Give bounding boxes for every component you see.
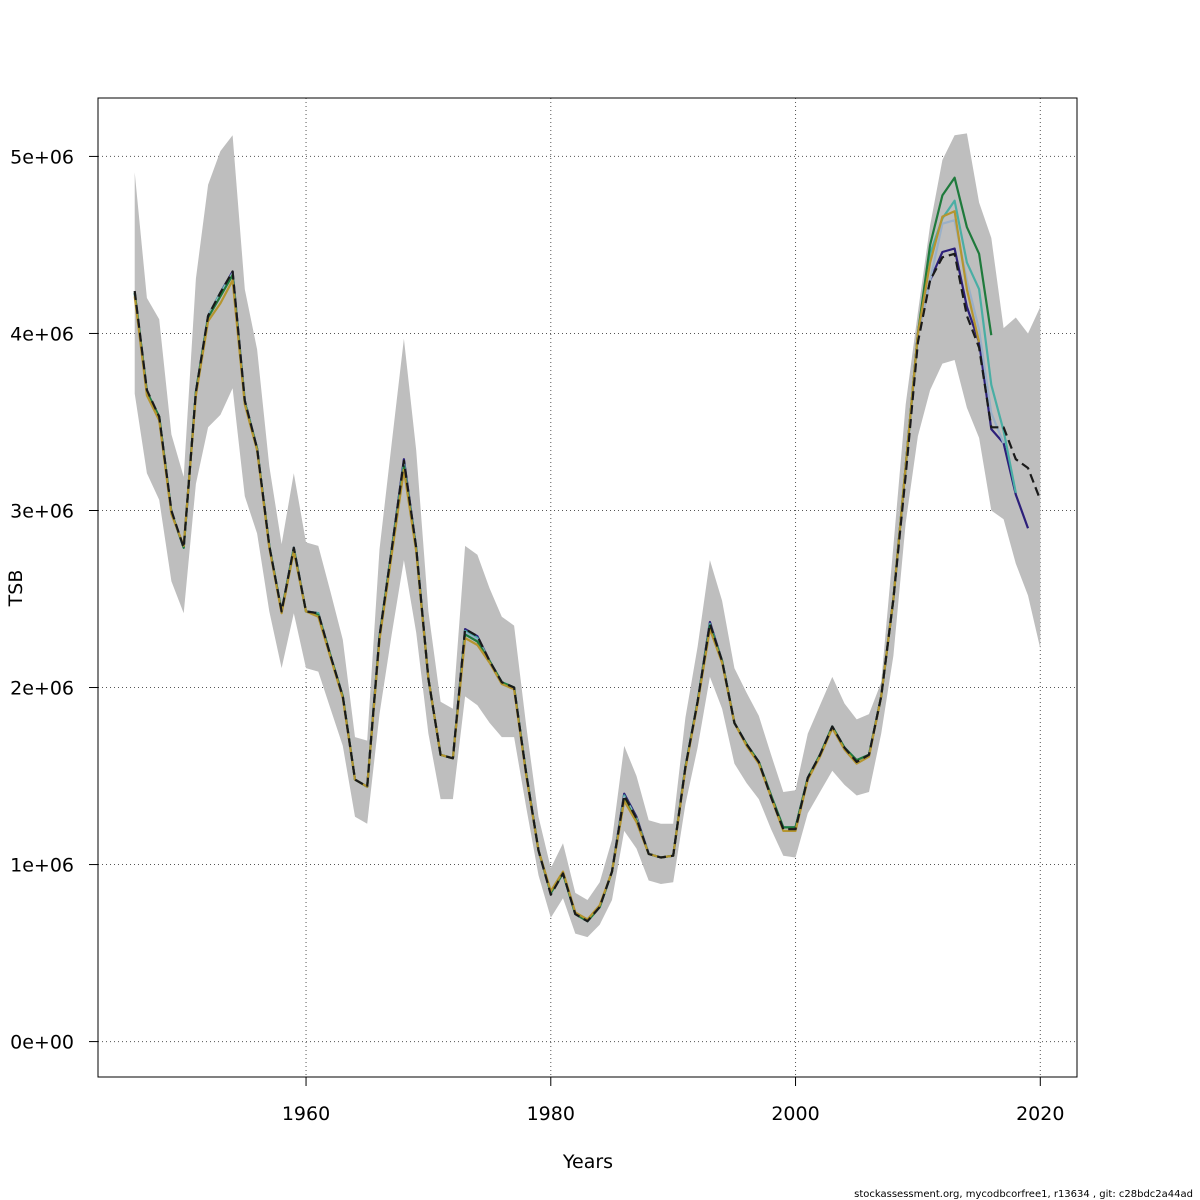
x-tick-label: 2000 (771, 1103, 819, 1125)
footer-text: stockassessment.org, mycodbcorfree1, r13… (854, 1189, 1193, 1200)
y-tick-label: 4e+06 (10, 323, 74, 345)
series-lines (133, 176, 1042, 923)
x-tick-label: 1980 (527, 1103, 575, 1125)
series-line-0 (133, 252, 1042, 923)
axes: 1960 1980 2000 2020 0e+00 1e+06 2e+06 3e+06 4e+0… (10, 146, 1064, 1125)
y-tick-label: 3e+06 (10, 500, 74, 522)
confidence-band (134, 133, 1041, 938)
y-tick-label: 0e+00 (10, 1032, 74, 1054)
y-axis-title: TSB (5, 570, 27, 608)
x-tick-label: 2020 (1016, 1103, 1064, 1125)
plot-frame (97, 97, 1078, 1078)
y-tick-label: 2e+06 (10, 678, 74, 700)
x-axis-title: Years (562, 1151, 613, 1173)
y-tick-label: 1e+06 (10, 855, 74, 877)
x-tick-label: 1960 (282, 1103, 330, 1125)
series-line-5 (133, 210, 981, 921)
y-tick-label: 5e+06 (10, 146, 74, 168)
